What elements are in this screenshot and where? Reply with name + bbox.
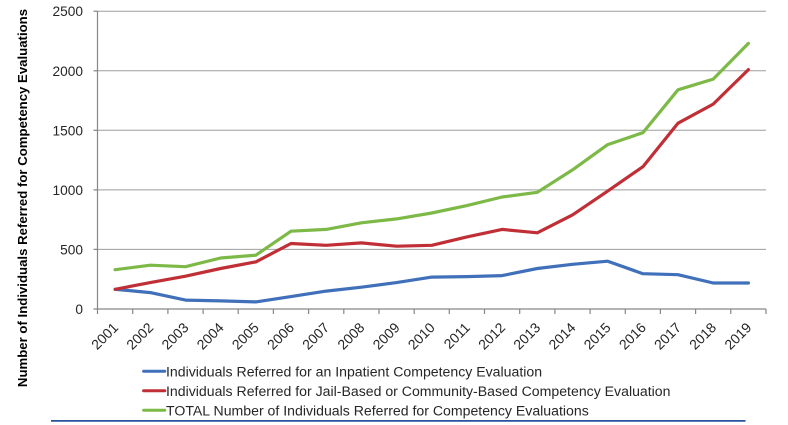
svg-text:TOTAL Number of Individuals Re: TOTAL Number of Individuals Referred for… [166,402,589,418]
svg-text:1500: 1500 [53,123,84,138]
svg-text:Number of Individuals Referred: Number of Individuals Referred for Compe… [15,9,30,387]
svg-text:1000: 1000 [53,183,84,198]
svg-text:Individuals Referred for an In: Individuals Referred for an Inpatient Co… [166,363,542,379]
svg-text:0: 0 [75,302,83,317]
svg-text:2500: 2500 [53,4,84,19]
svg-text:2000: 2000 [53,64,84,79]
svg-text:500: 500 [60,242,83,257]
svg-text:Individuals Referred for Jail-: Individuals Referred for Jail-Based or C… [166,383,670,399]
